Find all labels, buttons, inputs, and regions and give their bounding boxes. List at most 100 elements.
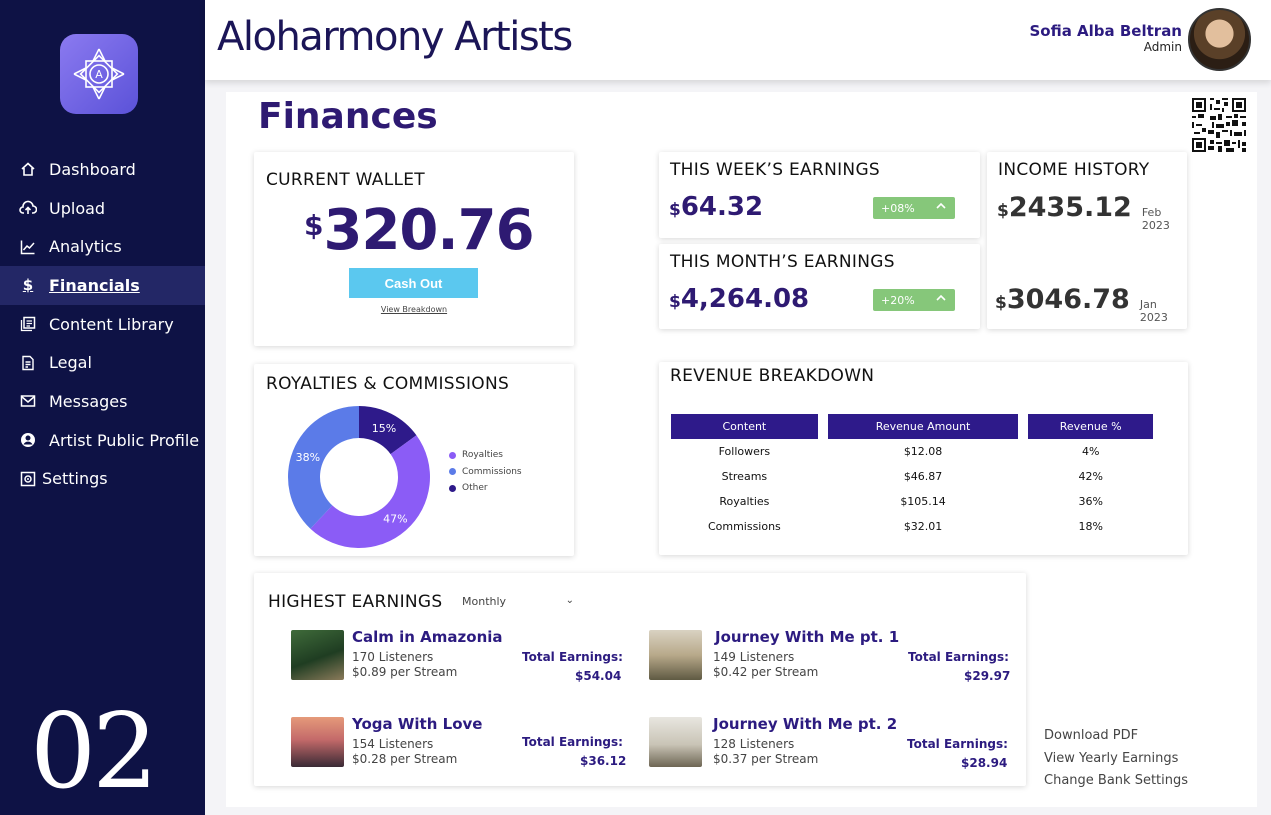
table-cell: $46.87 (903, 470, 943, 483)
user-name: Sofia Alba Beltran (1029, 22, 1182, 40)
table-cell: 36% (1078, 495, 1103, 508)
table-row: Followers $12.08 4% (671, 439, 1153, 464)
table-cell: 4% (1081, 445, 1100, 458)
sidebar-nav: Dashboard Upload Analytics $ Financials … (0, 150, 205, 498)
total-earnings-label: Total Earnings: (522, 735, 623, 749)
column-header[interactable]: Revenue Amount (827, 414, 1019, 439)
user-circle-icon (18, 430, 38, 450)
avatar[interactable] (1188, 8, 1251, 71)
gear-icon (18, 469, 38, 489)
history-currency: $ (997, 201, 1009, 221)
mail-icon (18, 391, 38, 411)
song-thumbnail (291, 630, 344, 680)
period-select[interactable]: Monthly ⌄ (462, 595, 574, 608)
total-earnings-value: $54.04 (575, 669, 622, 683)
table-cell: 42% (1078, 470, 1103, 483)
chevron-up-icon (935, 292, 947, 307)
song-listeners: 154 Listeners (352, 737, 434, 751)
cash-out-button[interactable]: Cash Out (349, 268, 478, 298)
table-cell: $105.14 (900, 495, 946, 508)
total-earnings-label: Total Earnings: (907, 737, 1008, 751)
monthly-change-text: +20% (881, 293, 915, 307)
total-earnings-value: $36.12 (580, 754, 627, 768)
wallet-currency: $ (304, 209, 324, 242)
legend-label: Commissions (462, 466, 522, 477)
song-per-stream: $0.89 per Stream (352, 665, 458, 679)
table-cell: Commissions (707, 520, 781, 533)
document-icon (18, 353, 38, 373)
revenue-breakdown-card: REVENUE BREAKDOWN Content Revenue Amount… (659, 362, 1188, 555)
chart-legend: Royalties Commissions Other (449, 447, 522, 497)
sidebar-item-artist-public-profile[interactable]: Artist Public Profile (0, 421, 205, 460)
view-breakdown-link[interactable]: View Breakdown (380, 305, 448, 314)
change-bank-settings-link[interactable]: Change Bank Settings (1044, 773, 1189, 788)
top-header: Aloharmony Artists Sofia Alba Beltran Ad… (205, 0, 1271, 80)
sidebar-item-label: Artist Public Profile (49, 430, 200, 450)
song-listeners: 149 Listeners (713, 650, 795, 664)
song-listeners: 170 Listeners (352, 650, 434, 664)
song-thumbnail (291, 717, 344, 767)
weekly-earnings-title: THIS WEEK’S EARNINGS (670, 160, 881, 180)
total-earnings-value: $28.94 (961, 756, 1008, 770)
highest-earnings-card: HIGHEST EARNINGS Monthly ⌄ Calm in Amazo… (254, 573, 1026, 786)
income-history-entry[interactable]: $ 2435.12 Feb 2023 (997, 192, 1187, 232)
lotus-logo-icon: A (73, 48, 125, 100)
app-title: Aloharmony Artists (217, 14, 573, 60)
sidebar-item-settings[interactable]: Settings (0, 460, 205, 499)
income-history-entry[interactable]: $ 3046.78 Jan 2023 (995, 284, 1187, 324)
royalties-donut-chart: 15% 47% 38% (288, 406, 430, 548)
library-icon (18, 314, 38, 334)
view-yearly-earnings-link[interactable]: View Yearly Earnings (1044, 750, 1179, 766)
total-earnings-label: Total Earnings: (522, 650, 623, 664)
sidebar-item-dashboard[interactable]: Dashboard (0, 150, 205, 189)
line-chart-icon (18, 237, 38, 257)
history-currency: $ (995, 293, 1007, 313)
sidebar-item-label: Upload (49, 198, 106, 218)
sidebar-item-upload[interactable]: Upload (0, 189, 205, 228)
total-earnings-value: $29.97 (964, 669, 1011, 683)
weekly-change-badge: +08% (873, 197, 955, 219)
weekly-earnings-value: $64.32 (669, 192, 763, 222)
table-cell: 18% (1078, 520, 1103, 533)
sidebar-item-legal[interactable]: Legal (0, 343, 205, 382)
table-cell: Royalties (719, 495, 770, 508)
legend-dot (449, 484, 456, 492)
weekly-earnings-card: THIS WEEK’S EARNINGS $64.32 +08% (659, 152, 980, 238)
monthly-amount: 4,264.08 (680, 284, 810, 314)
current-wallet-card: CURRENT WALLET $320.76 Cash Out View Bre… (254, 152, 574, 346)
income-history-card: INCOME HISTORY $ 2435.12 Feb 2023 $ 3046… (987, 152, 1187, 329)
sidebar-item-label: Analytics (49, 237, 122, 257)
sidebar-item-messages[interactable]: Messages (0, 382, 205, 421)
weekly-change-text: +08% (881, 201, 915, 215)
legend-label: Other (462, 483, 488, 494)
sidebar-item-content-library[interactable]: Content Library (0, 305, 205, 344)
qr-code-icon[interactable] (1192, 98, 1246, 152)
history-date: Feb 2023 (1141, 206, 1170, 232)
download-pdf-link[interactable]: Download PDF (1044, 728, 1139, 743)
song-title: Yoga With Love (352, 715, 483, 733)
history-date: Jan 2023 (1139, 298, 1168, 324)
revenue-table: Content Revenue Amount Revenue % Followe… (661, 414, 1163, 539)
svg-text:A: A (95, 68, 103, 81)
legend-dot (449, 468, 456, 476)
royalties-title: ROYALTIES & COMMISSIONS (266, 374, 510, 394)
weekly-amount: 64.32 (680, 192, 764, 222)
wallet-balance: $320.76 (304, 198, 535, 263)
chevron-down-icon: ⌄ (565, 595, 574, 606)
sidebar-item-financials[interactable]: $ Financials (0, 266, 205, 305)
sidebar-item-label: Legal (49, 353, 92, 373)
song-title: Journey With Me pt. 1 (715, 628, 900, 646)
song-listeners: 128 Listeners (713, 737, 795, 751)
song-per-stream: $0.37 per Stream (713, 752, 819, 766)
sidebar-item-label: Financials (49, 275, 140, 295)
song-thumbnail (649, 630, 702, 680)
song-thumbnail (649, 717, 702, 767)
column-header[interactable]: Content (671, 414, 818, 439)
wallet-amount: 320.76 (323, 198, 534, 263)
table-cell: Followers (718, 445, 771, 458)
app-logo[interactable]: A (60, 34, 138, 114)
sidebar-item-analytics[interactable]: Analytics (0, 227, 205, 266)
legend-item: Other (449, 480, 522, 497)
table-row: Commissions $32.01 18% (671, 514, 1153, 539)
column-header[interactable]: Revenue % (1028, 414, 1153, 439)
